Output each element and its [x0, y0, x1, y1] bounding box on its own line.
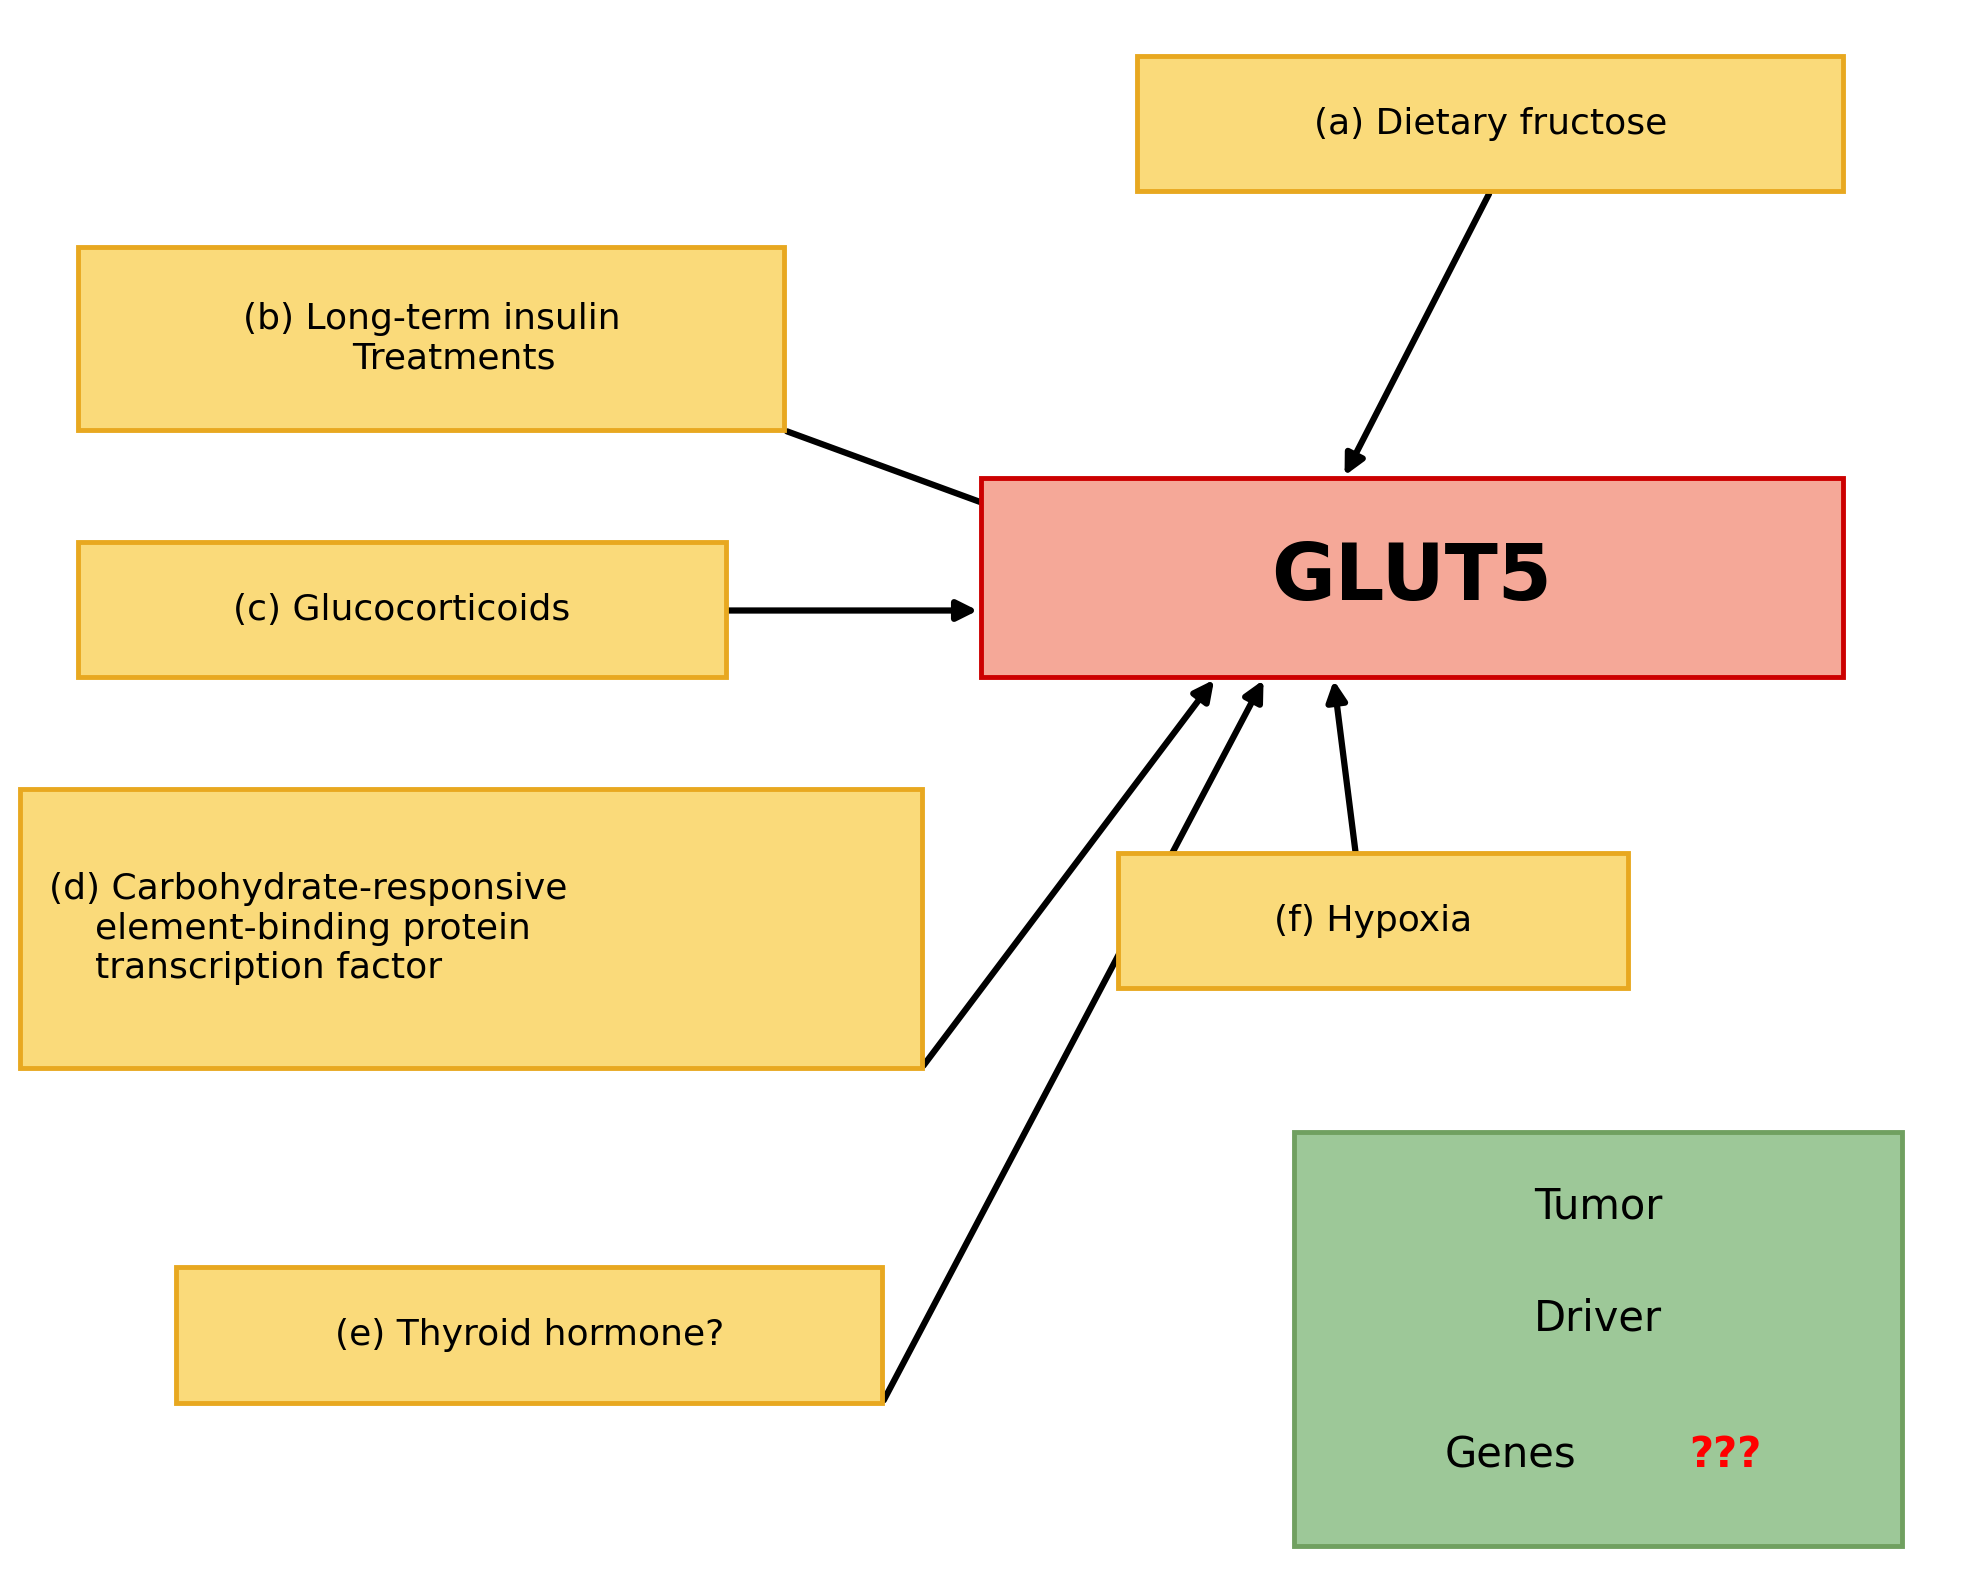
- FancyBboxPatch shape: [78, 542, 726, 677]
- Text: (a) Dietary fructose: (a) Dietary fructose: [1314, 107, 1667, 140]
- Text: Driver: Driver: [1534, 1298, 1663, 1339]
- FancyBboxPatch shape: [1118, 853, 1628, 988]
- FancyBboxPatch shape: [20, 789, 922, 1068]
- FancyBboxPatch shape: [78, 247, 784, 430]
- Text: Tumor: Tumor: [1534, 1186, 1663, 1227]
- FancyBboxPatch shape: [1137, 56, 1843, 191]
- Text: (c) Glucocorticoids: (c) Glucocorticoids: [233, 593, 571, 626]
- Text: (e) Thyroid hormone?: (e) Thyroid hormone?: [335, 1318, 724, 1352]
- FancyBboxPatch shape: [176, 1267, 882, 1403]
- Text: (f) Hypoxia: (f) Hypoxia: [1273, 904, 1473, 937]
- Text: GLUT5: GLUT5: [1271, 540, 1553, 615]
- Text: (d) Carbohydrate-responsive
    element-binding protein
    transcription factor: (d) Carbohydrate-responsive element-bind…: [49, 872, 567, 985]
- Text: Genes: Genes: [1443, 1435, 1577, 1476]
- Text: ???: ???: [1690, 1435, 1761, 1476]
- FancyBboxPatch shape: [980, 478, 1843, 677]
- FancyBboxPatch shape: [1294, 1132, 1902, 1546]
- Text: (b) Long-term insulin
    Treatments: (b) Long-term insulin Treatments: [243, 301, 620, 376]
